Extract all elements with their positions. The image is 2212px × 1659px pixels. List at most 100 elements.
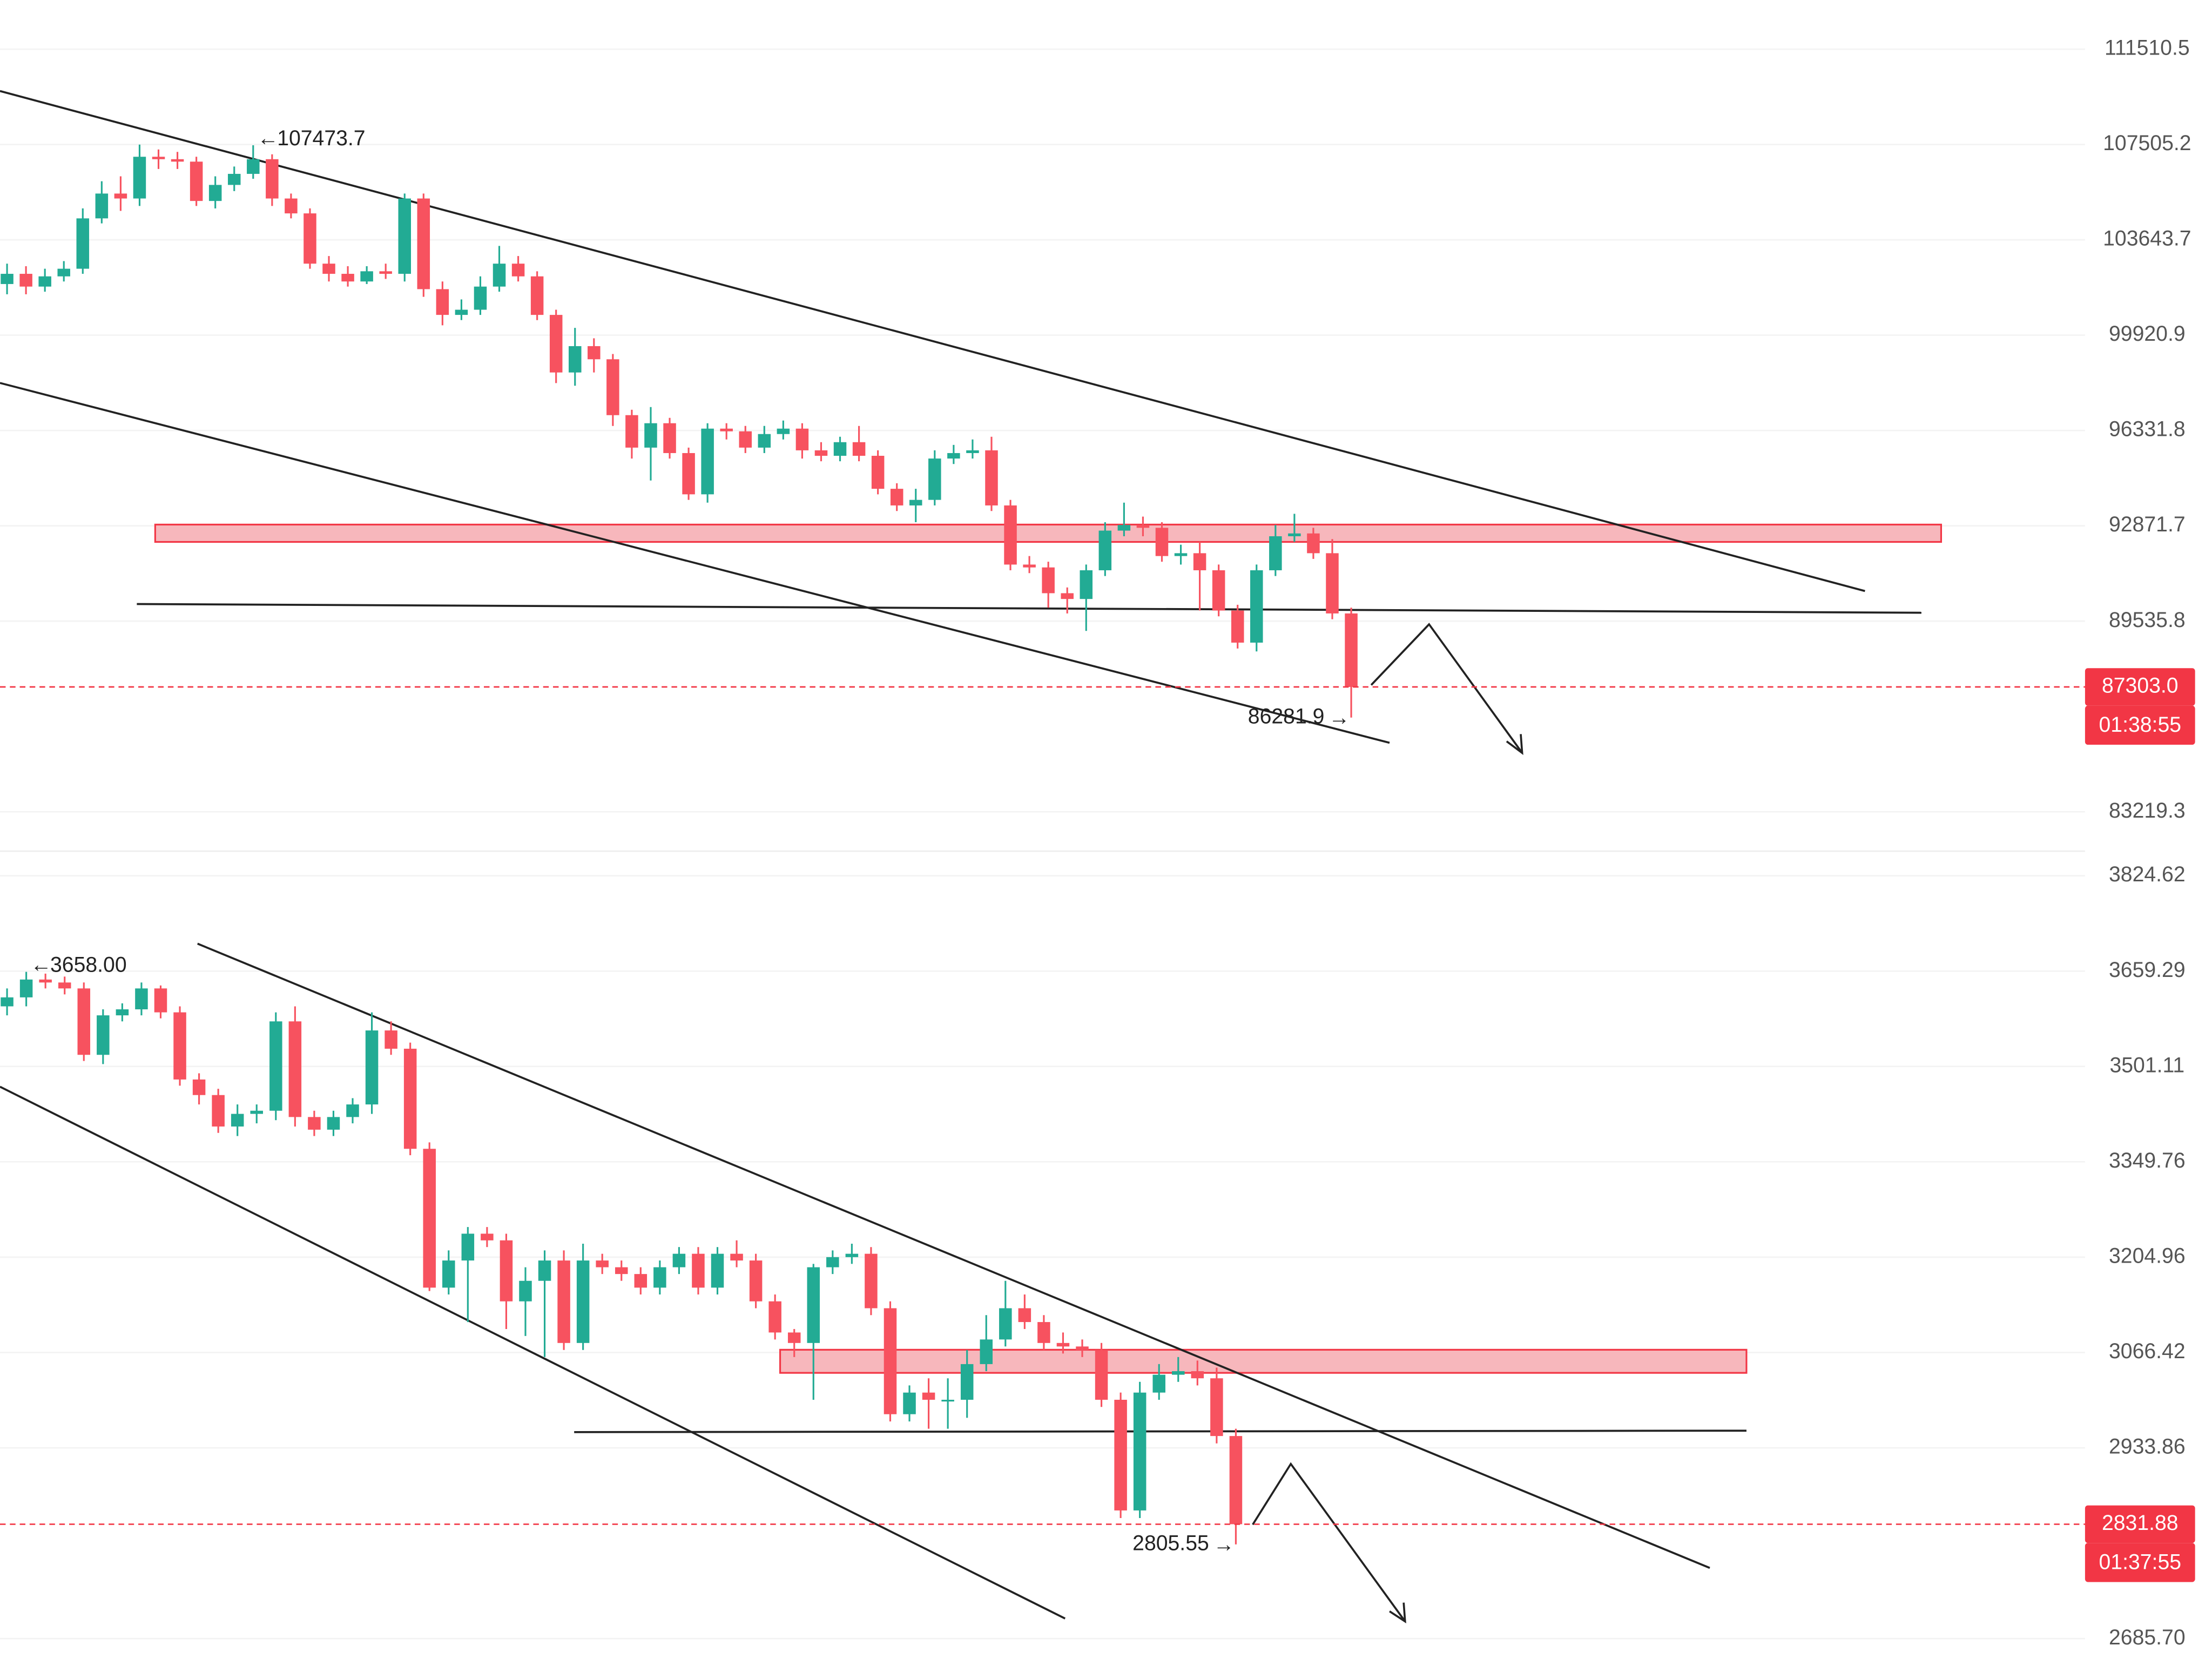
candle-body bbox=[960, 1364, 974, 1400]
y-tick-label: 3659.29 bbox=[2109, 957, 2186, 982]
candle-body bbox=[1155, 528, 1169, 556]
candle-body bbox=[1212, 570, 1225, 611]
candle-body bbox=[57, 268, 70, 276]
candle-body bbox=[461, 1233, 475, 1261]
candle-body bbox=[436, 289, 449, 315]
countdown-label: 01:38:55 bbox=[2099, 712, 2182, 737]
candle-body bbox=[928, 458, 941, 500]
candle-body bbox=[1004, 505, 1017, 565]
candle-body bbox=[192, 1079, 206, 1095]
y-tick-label: 2933.86 bbox=[2109, 1434, 2186, 1459]
high-marker-arrow: ← bbox=[30, 953, 51, 977]
candle-body bbox=[1114, 1399, 1127, 1510]
candle-body bbox=[39, 979, 52, 983]
candle-body bbox=[1117, 525, 1131, 531]
arrow-head bbox=[1506, 734, 1523, 756]
candle-body bbox=[576, 1260, 590, 1343]
candle-body bbox=[97, 1015, 110, 1055]
candle-body bbox=[493, 264, 506, 287]
candle-body bbox=[308, 1117, 321, 1130]
y-tick-label: 111510.5 bbox=[2105, 36, 2190, 60]
candle-body bbox=[739, 431, 752, 448]
candle-body bbox=[1152, 1374, 1165, 1393]
candle-body bbox=[1056, 1343, 1070, 1347]
candle-body bbox=[417, 198, 430, 289]
candle-body bbox=[304, 213, 316, 264]
candle-body bbox=[1061, 593, 1074, 599]
candle-body bbox=[807, 1267, 820, 1343]
y-tick-label: 96331.8 bbox=[2109, 417, 2186, 441]
high-marker-arrow: ← bbox=[258, 126, 279, 150]
candle-body bbox=[1098, 530, 1112, 570]
candle-body bbox=[398, 198, 411, 274]
candle-body bbox=[826, 1257, 839, 1267]
candle-body bbox=[1, 997, 14, 1007]
y-tick-label: 92871.7 bbox=[2109, 512, 2186, 537]
candle-body bbox=[941, 1399, 954, 1402]
candle-body bbox=[903, 1392, 916, 1414]
last-price-box bbox=[2085, 668, 2195, 706]
candle-body bbox=[231, 1114, 244, 1127]
candle-body bbox=[77, 988, 91, 1055]
candle-body bbox=[423, 1149, 436, 1288]
y-tick-label: 3824.62 bbox=[2109, 862, 2186, 887]
resistance-zone bbox=[779, 1348, 1748, 1374]
candle-body bbox=[19, 274, 32, 287]
candle-body bbox=[663, 423, 676, 453]
candle-body bbox=[95, 193, 109, 219]
candle-body bbox=[758, 434, 771, 448]
candle-body bbox=[1076, 1346, 1089, 1350]
y-tick-label: 99920.9 bbox=[2109, 322, 2186, 346]
candle-body bbox=[171, 159, 184, 162]
candle-body bbox=[1269, 536, 1282, 570]
candle-body bbox=[787, 1332, 801, 1343]
candle-body bbox=[625, 415, 638, 448]
candle-body bbox=[1037, 1322, 1050, 1343]
candle-body bbox=[481, 1233, 494, 1240]
candle-body bbox=[768, 1301, 781, 1333]
support-line bbox=[137, 603, 1921, 614]
candle-body bbox=[346, 1104, 359, 1117]
low-marker-arrow: → bbox=[1328, 706, 1350, 730]
candle-body bbox=[1023, 564, 1036, 568]
candle-body bbox=[250, 1110, 264, 1114]
candle-body bbox=[455, 309, 468, 315]
candle-body bbox=[692, 1253, 705, 1288]
candle-body bbox=[247, 159, 260, 174]
y-tick-label: 3501.11 bbox=[2109, 1053, 2184, 1077]
candle-body bbox=[322, 264, 335, 274]
candle-body bbox=[1133, 1392, 1147, 1510]
candle-body bbox=[519, 1280, 532, 1301]
candle-body bbox=[288, 1021, 302, 1117]
high-label: 107473.7 bbox=[277, 126, 365, 150]
candle-body bbox=[538, 1260, 551, 1281]
candle-body bbox=[1018, 1308, 1031, 1323]
candle-body bbox=[500, 1240, 513, 1301]
trend-line bbox=[0, 90, 1865, 592]
low-label: 86281.9 bbox=[1248, 704, 1325, 729]
candle-body bbox=[966, 450, 979, 453]
candle-body bbox=[379, 271, 392, 274]
last-price-label: 87303.0 bbox=[2102, 673, 2179, 698]
candle-body bbox=[385, 1030, 397, 1049]
candle-body bbox=[871, 456, 885, 489]
candle-body bbox=[568, 346, 582, 373]
candle-body bbox=[1326, 553, 1339, 613]
countdown-label: 01:37:55 bbox=[2099, 1550, 2182, 1574]
candle-body bbox=[1, 274, 14, 284]
candle-body bbox=[1345, 613, 1358, 687]
candle-body bbox=[365, 1030, 379, 1105]
candle-body bbox=[922, 1392, 935, 1400]
candle-body bbox=[285, 198, 298, 214]
y-tick-label: 3349.76 bbox=[2109, 1149, 2186, 1173]
y-tick-label: 83219.3 bbox=[2109, 798, 2186, 822]
y-tick-label: 107505.2 bbox=[2103, 131, 2191, 156]
y-tick-label: 2685.70 bbox=[2109, 1625, 2186, 1649]
candle-body bbox=[152, 157, 165, 159]
candle-body bbox=[1288, 533, 1301, 536]
candle-body bbox=[749, 1260, 763, 1301]
trend-line bbox=[0, 1085, 1066, 1620]
candle-body bbox=[1307, 533, 1320, 554]
candle-body bbox=[985, 450, 998, 505]
arrow-head bbox=[1389, 1602, 1406, 1624]
